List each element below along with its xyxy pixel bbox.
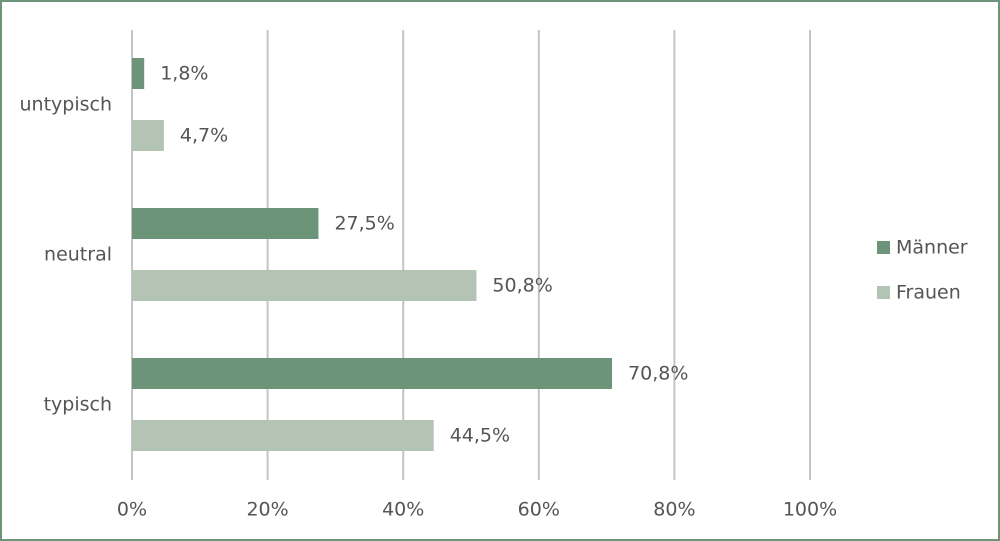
bar xyxy=(132,120,164,151)
y-tick-label: neutral xyxy=(44,244,112,266)
x-tick-label: 0% xyxy=(117,499,147,521)
bar xyxy=(132,420,434,451)
legend-swatch xyxy=(877,286,890,299)
value-label: 1,8% xyxy=(160,63,208,85)
value-label: 50,8% xyxy=(492,275,552,297)
legend-label: Männer xyxy=(896,237,968,259)
y-tick-label: typisch xyxy=(44,394,112,416)
x-tick-label: 80% xyxy=(653,499,695,521)
value-label: 44,5% xyxy=(450,425,510,447)
y-tick-label: untypisch xyxy=(19,94,112,116)
x-tick-label: 20% xyxy=(246,499,288,521)
x-tick-label: 60% xyxy=(518,499,560,521)
legend-label: Frauen xyxy=(896,282,961,304)
legend-swatch xyxy=(877,241,890,254)
value-label: 70,8% xyxy=(628,363,688,385)
bar xyxy=(132,58,145,89)
bar xyxy=(132,270,477,301)
value-label: 4,7% xyxy=(180,125,228,147)
bar xyxy=(132,208,319,239)
x-tick-label: 100% xyxy=(783,499,837,521)
bar xyxy=(132,358,613,389)
x-tick-label: 40% xyxy=(382,499,424,521)
value-label: 27,5% xyxy=(334,213,394,235)
